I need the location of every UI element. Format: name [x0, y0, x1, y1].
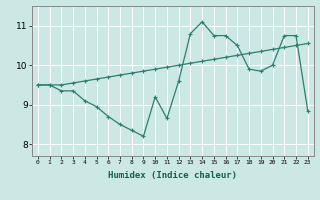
X-axis label: Humidex (Indice chaleur): Humidex (Indice chaleur) — [108, 171, 237, 180]
